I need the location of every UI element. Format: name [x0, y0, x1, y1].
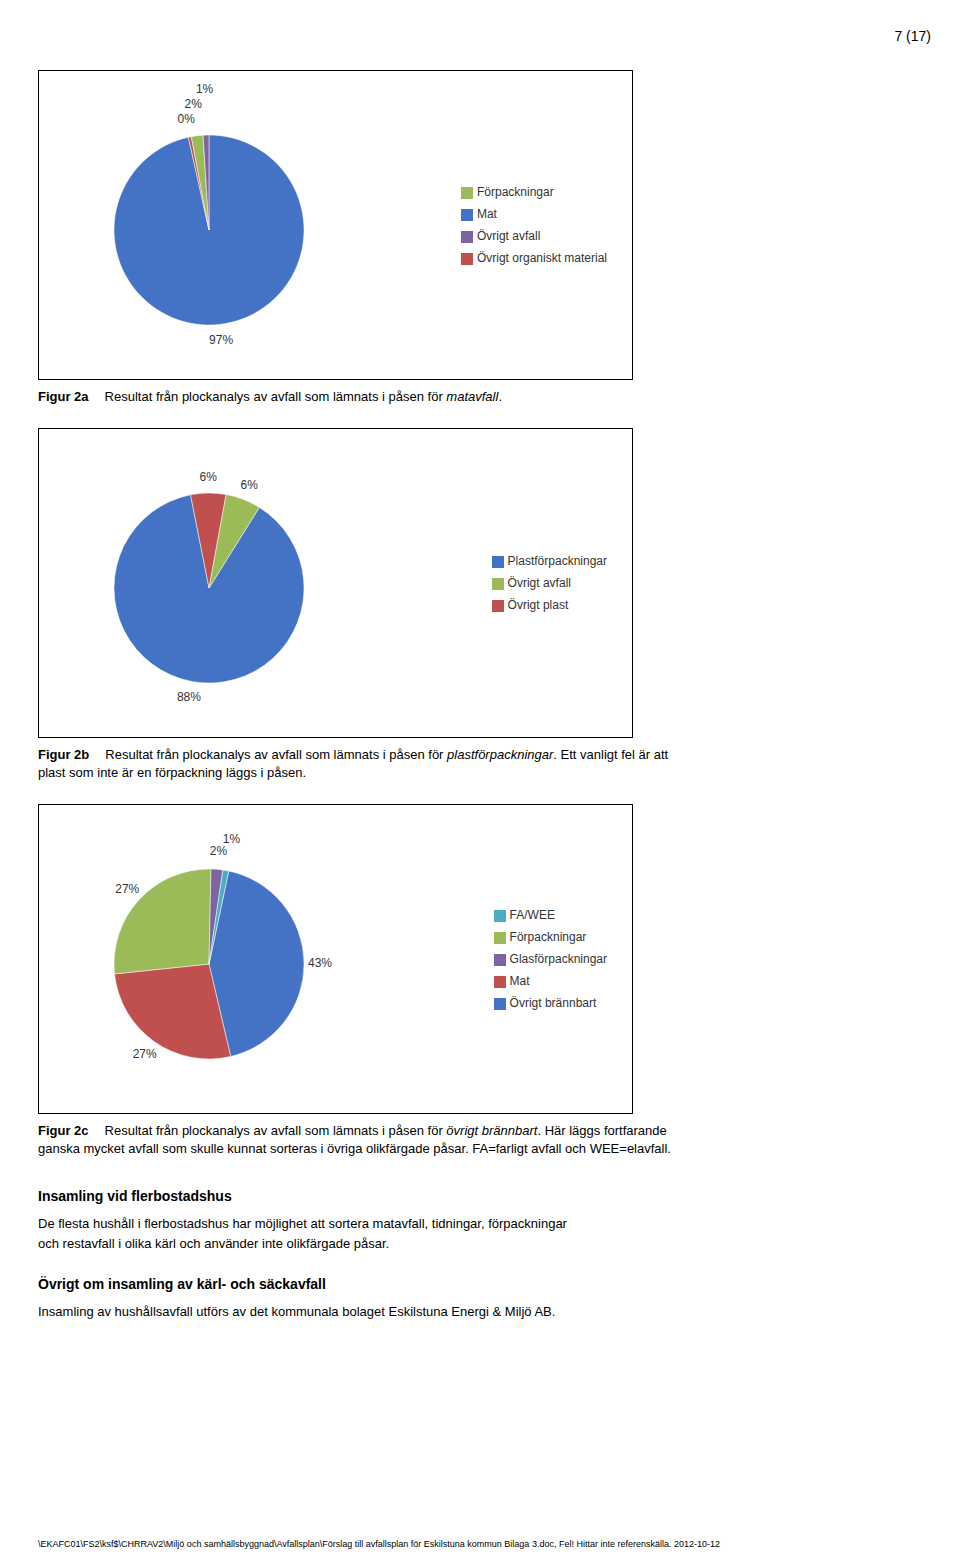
html-text:Insamling vid flerbostadshus: Insamling vid flerbostadshus — [38, 1188, 232, 1204]
html-text:Övrigt organiskt material: Övrigt organiskt material — [477, 251, 607, 265]
svg-text:27%: 27% — [115, 882, 139, 896]
html-text:De flesta hushåll i flerbostad: De flesta hushåll i flerbostadshus har m… — [38, 1216, 567, 1231]
html-text:Övrigt avfall: Övrigt avfall — [507, 576, 571, 590]
html-text:Resultat från plockanalys av a: Resultat från plockanalys av avfall som … — [104, 389, 502, 404]
svg-text:6%: 6% — [240, 478, 258, 492]
html-text:Mat: Mat — [509, 974, 530, 988]
svg-text:27%: 27% — [133, 1047, 157, 1061]
html-text:\EKAFC01\FS2\ksf$\CHRRAV2\Milj: \EKAFC01\FS2\ksf$\CHRRAV2\Miljö och samh… — [38, 1539, 720, 1549]
svg-text:2%: 2% — [210, 844, 228, 858]
html-text:Övrigt plast: Övrigt plast — [507, 598, 569, 612]
html-text:Figur 2a: Figur 2a — [38, 389, 89, 404]
html-text:7 (17): 7 (17) — [894, 28, 931, 44]
svg-text:97%: 97% — [209, 333, 233, 347]
html-text:Figur 2c: Figur 2c — [38, 1123, 89, 1138]
html-text:Figur 2b: Figur 2b — [38, 747, 90, 762]
svg-text:1%: 1% — [223, 832, 241, 846]
html-text:Resultat från plockanalys av a: Resultat från plockanalys av avfall som … — [38, 1123, 671, 1156]
html-text:Resultat från plockanalys av a: Resultat från plockanalys av avfall som … — [38, 747, 672, 780]
svg-text:6%: 6% — [200, 470, 218, 484]
html-text:Förpackningar: Förpackningar — [509, 930, 587, 944]
html-text:FA/WEE: FA/WEE — [509, 908, 555, 922]
svg-text:0%: 0% — [178, 112, 196, 126]
html-text:Övrigt avfall: Övrigt avfall — [477, 229, 541, 243]
html-text:Förpackningar: Förpackningar — [477, 185, 554, 199]
svg-text:88%: 88% — [177, 690, 201, 704]
svg-text:43%: 43% — [308, 956, 332, 970]
svg-text:1%: 1% — [196, 82, 214, 96]
html-text:Insamling av hushållsavfall ut: Insamling av hushållsavfall utförs av de… — [38, 1304, 556, 1319]
html-text:Plastförpackningar: Plastförpackningar — [507, 554, 607, 568]
html-text:Mat: Mat — [477, 207, 497, 221]
html-text:Övrigt om insamling av kärl- o: Övrigt om insamling av kärl- och säckavf… — [38, 1276, 326, 1292]
html-text:Övrigt brännbart: Övrigt brännbart — [509, 996, 597, 1010]
svg-text:2%: 2% — [184, 97, 202, 111]
html-text:och restavfall i olika kärl oc: och restavfall i olika kärl och använder… — [38, 1236, 390, 1251]
html-text:Glasförpackningar: Glasförpackningar — [509, 952, 607, 966]
